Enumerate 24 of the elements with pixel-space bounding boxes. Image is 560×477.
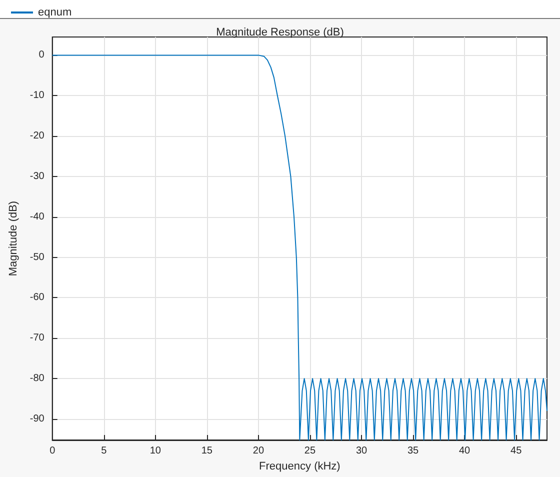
x-tick-label: 35	[407, 446, 420, 456]
y-axis-title: Magnitude (dB)	[8, 200, 20, 276]
y-tick-label: -30	[30, 170, 45, 182]
x-tick-label: 15	[201, 446, 213, 456]
y-tick-label: -50	[30, 252, 45, 263]
y-tick-label: -60	[30, 292, 45, 304]
chart-title: Magnitude Response (dB)	[216, 26, 344, 38]
x-tick-label: 25	[304, 446, 316, 456]
y-tick-label: 0	[38, 50, 45, 61]
y-tick-label: -40	[30, 211, 45, 222]
y-tick-label: -90	[30, 413, 45, 424]
x-tick-label: 20	[252, 446, 264, 456]
x-tick-label: 5	[101, 446, 108, 456]
x-tick-label: 30	[356, 446, 368, 456]
x-tick-label: 40	[458, 446, 471, 456]
legend-label: eqnum	[38, 6, 72, 18]
y-tick-label: -20	[30, 130, 45, 142]
x-tick-label: 10	[150, 446, 162, 456]
x-tick-label: 45	[510, 446, 522, 456]
y-tick-label: -80	[30, 373, 45, 384]
y-tick-label: -10	[30, 90, 45, 102]
x-tick-label: 0	[50, 446, 56, 456]
y-tick-label: -70	[30, 332, 45, 344]
x-axis-title: Frequency (kHz)	[259, 460, 340, 472]
